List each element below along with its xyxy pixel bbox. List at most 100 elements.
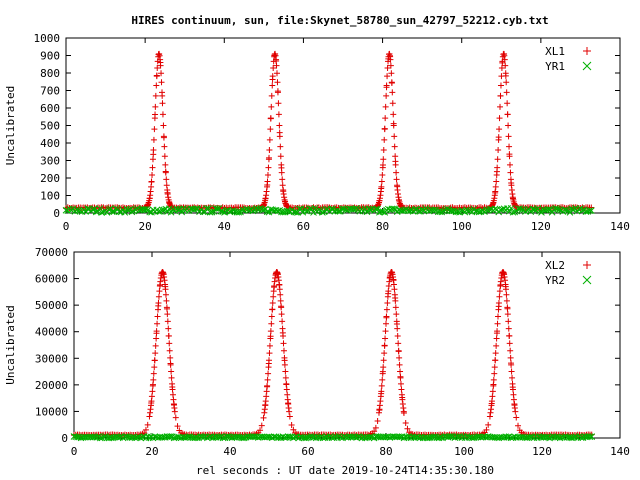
data-point — [503, 89, 510, 96]
data-point — [154, 320, 161, 327]
data-point — [156, 288, 163, 295]
data-point — [378, 388, 385, 395]
data-point — [502, 62, 509, 69]
data-point — [167, 433, 174, 440]
data-point — [381, 350, 388, 357]
data-point — [486, 413, 493, 420]
data-point — [495, 136, 502, 143]
data-point — [491, 370, 498, 377]
lower-panel: 0 20 40 60 80 100 120 140 0 10000 20000 30000 40000 5… — [4, 246, 630, 458]
legend-marker — [583, 47, 591, 55]
data-point — [283, 386, 290, 393]
y-tick-label: 900 — [40, 50, 60, 63]
data-point — [445, 206, 453, 214]
data-point — [150, 376, 157, 383]
data-point — [588, 204, 595, 211]
data-point — [496, 126, 503, 133]
data-point — [263, 208, 271, 216]
data-point — [393, 169, 400, 176]
data-point — [276, 122, 283, 129]
legend-marker — [583, 261, 591, 269]
data-point — [160, 122, 167, 129]
data-point — [274, 89, 281, 96]
data-point — [485, 421, 492, 428]
data-point — [164, 311, 171, 318]
data-point — [124, 206, 132, 214]
data-point — [273, 62, 280, 69]
data-point — [268, 92, 275, 99]
data-point — [465, 207, 472, 215]
data-point — [110, 208, 118, 215]
legend-label: XL2 — [545, 259, 565, 272]
data-point — [384, 73, 391, 80]
data-point — [493, 172, 500, 179]
data-point — [372, 424, 379, 431]
data-point — [492, 357, 499, 364]
data-point — [380, 364, 387, 371]
data-point — [283, 380, 290, 387]
data-point — [171, 408, 178, 415]
data-point — [396, 361, 403, 368]
data-point — [98, 434, 106, 442]
legend-label: XL1 — [545, 45, 565, 58]
legend-marker — [582, 275, 592, 285]
data-point — [165, 333, 172, 340]
data-point — [387, 56, 394, 63]
y-tick-label: 20000 — [35, 379, 68, 392]
data-point — [269, 299, 276, 306]
data-point — [263, 393, 270, 400]
data-point — [493, 178, 500, 185]
data-point — [389, 100, 396, 107]
data-point — [273, 70, 280, 77]
data-point — [178, 208, 186, 216]
data-point — [286, 408, 293, 415]
data-point — [151, 364, 158, 371]
y-tick-label: 60000 — [35, 273, 68, 286]
data-point — [152, 350, 159, 357]
data-point — [385, 288, 392, 295]
data-point — [267, 328, 274, 335]
data-point — [269, 82, 276, 89]
data-point — [169, 380, 176, 387]
data-point — [379, 172, 386, 179]
data-point — [588, 433, 596, 440]
data-point — [579, 206, 586, 214]
x-tick-label: 100 — [454, 445, 474, 458]
data-point — [214, 205, 221, 213]
data-point — [264, 382, 271, 389]
data-point — [390, 111, 397, 118]
data-point — [504, 304, 511, 311]
data-point — [518, 206, 526, 213]
data-point — [402, 419, 409, 426]
data-point — [379, 208, 387, 216]
data-point — [146, 208, 154, 216]
data-point — [491, 364, 498, 371]
data-point — [219, 434, 227, 442]
data-point — [498, 64, 505, 71]
data-point — [509, 374, 516, 381]
data-point — [260, 414, 267, 421]
x-axis-label: rel seconds : UT date 2019-10-24T14:35:3… — [196, 464, 494, 477]
x-tick-label: 140 — [610, 220, 630, 233]
data-point — [277, 291, 284, 298]
data-point — [155, 306, 162, 313]
data-point — [497, 103, 504, 110]
legend-label: YR2 — [545, 274, 565, 287]
data-point — [240, 434, 248, 442]
data-point — [91, 205, 98, 213]
data-point — [164, 318, 171, 325]
data-point — [411, 206, 419, 213]
data-point — [387, 62, 394, 69]
data-point — [506, 161, 513, 168]
data-point — [275, 100, 282, 107]
data-point — [159, 100, 166, 107]
data-point — [382, 335, 389, 342]
y-tick-label: 500 — [40, 120, 60, 133]
data-point — [280, 333, 287, 340]
data-point — [383, 320, 389, 327]
data-point — [162, 169, 169, 176]
data-point — [268, 103, 275, 110]
y-tick-label: 40000 — [35, 326, 68, 339]
y-tick-label: 400 — [40, 137, 60, 150]
x-tick-label: 100 — [452, 220, 472, 233]
